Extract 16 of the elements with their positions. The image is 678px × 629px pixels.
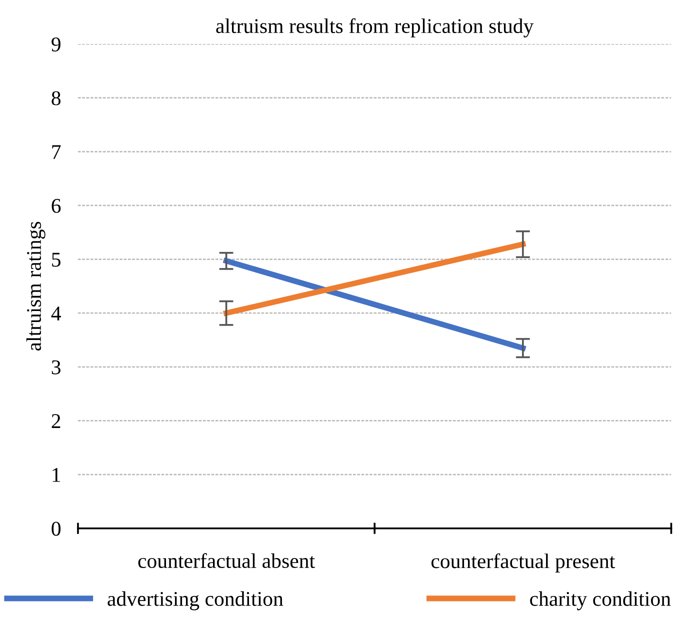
y-tick-label: 8 (52, 91, 61, 106)
y-tick-label: 4 (51, 306, 61, 320)
y-tick-label: 3 (52, 360, 60, 374)
y-tick-label: 2 (52, 414, 60, 428)
x-tick-label: counterfactual absent (138, 553, 315, 568)
x-tick-label: counterfactual present (431, 553, 616, 572)
legend-label: advertising condition (108, 591, 284, 610)
y-tick-label: 0 (52, 522, 61, 536)
y-tick-label: 1 (52, 468, 60, 482)
y-tick-label: 5 (52, 252, 60, 267)
legend-label: charity condition (530, 591, 671, 610)
y-tick-label: 9 (52, 37, 60, 52)
y-axis-title: altruism ratings (26, 222, 46, 351)
y-tick-label: 6 (52, 198, 61, 213)
chart-title: altruism results from replication study (216, 18, 534, 38)
y-tick-label: 7 (52, 145, 61, 159)
